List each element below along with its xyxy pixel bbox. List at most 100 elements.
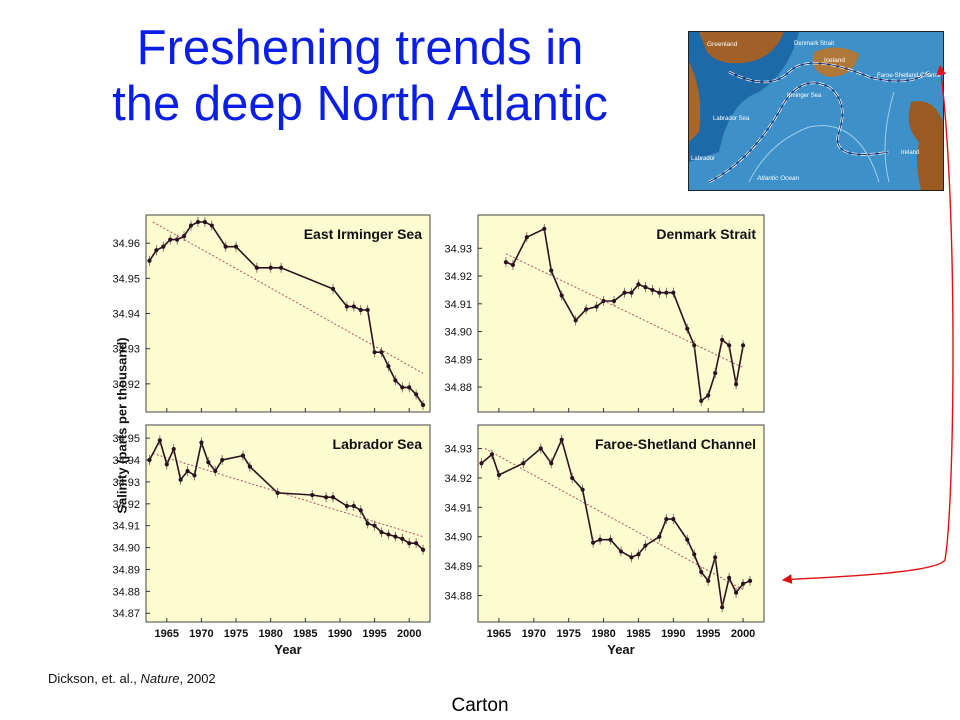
data-point-denmark-strait-5 — [559, 293, 564, 298]
data-point-faroe-shetland-channel-3 — [521, 461, 526, 466]
data-point-denmark-strait-13 — [636, 282, 641, 287]
x-tick-label-faroe-shetland-channel-7: 2000 — [731, 628, 755, 640]
map-label-denmark-strait: Denmark Strait — [794, 41, 834, 47]
author-name: Carton — [451, 695, 509, 716]
x-tick-label-faroe-shetland-channel-4: 1985 — [626, 628, 650, 640]
y-tick-label-labrador-sea-0: 34.95 — [112, 433, 140, 445]
data-point-east-irminger-sea-9 — [209, 223, 214, 228]
data-point-labrador-sea-20 — [365, 521, 370, 526]
series-line-denmark-strait — [505, 227, 744, 403]
panel-title-denmark-strait: Denmark Strait — [656, 226, 756, 242]
x-tick-label-labrador-sea-5: 1990 — [328, 628, 352, 640]
x-axis-title-labrador-sea: Year — [274, 642, 301, 657]
data-point-faroe-shetland-channel-14 — [636, 552, 641, 557]
data-point-east-irminger-sea-3 — [168, 237, 173, 242]
data-point-labrador-sea-28 — [420, 547, 426, 552]
data-point-east-irminger-sea-10 — [223, 244, 228, 249]
citation: Dickson, et. al., Nature, 2002 — [48, 671, 216, 686]
data-point-east-irminger-sea-8 — [202, 219, 207, 225]
map-label-greenland: Greenland — [707, 41, 738, 48]
data-point-denmark-strait-19 — [685, 326, 690, 331]
data-point-denmark-strait-27 — [740, 343, 746, 348]
data-point-labrador-sea-3 — [171, 446, 176, 452]
data-point-labrador-sea-1 — [157, 438, 162, 443]
citation-authors: Dickson, et. al., — [48, 671, 141, 686]
y-tick-label-east-irminger-sea-0: 34.96 — [112, 238, 140, 250]
x-tick-label-labrador-sea-3: 1980 — [258, 628, 282, 640]
citation-journal: Nature — [140, 671, 180, 686]
panel-frame-faroe-shetland-channel — [477, 424, 765, 623]
data-point-labrador-sea-12 — [247, 464, 253, 469]
data-point-labrador-sea-5 — [185, 468, 190, 474]
slide-title: Freshening trends in the deep North Atla… — [40, 20, 680, 132]
data-point-faroe-shetland-channel-20 — [692, 552, 697, 557]
y-tick-label-denmark-strait-5: 34.88 — [444, 382, 472, 394]
data-point-east-irminger-sea-16 — [344, 304, 349, 309]
data-point-denmark-strait-10 — [611, 298, 617, 304]
data-point-denmark-strait-8 — [594, 304, 599, 309]
title-line-2: the deep North Atlantic — [112, 77, 608, 131]
y-tick-label-labrador-sea-8: 34.87 — [112, 608, 140, 620]
data-point-labrador-sea-8 — [206, 460, 211, 465]
data-point-denmark-strait-1 — [510, 262, 515, 268]
data-point-east-irminger-sea-5 — [181, 234, 187, 239]
panel-faroe-shetland-channel: 34.93 34.92 34.91 34.90 34.89 34.88 Faroe-Shet… — [444, 424, 765, 657]
data-point-faroe-shetland-channel-27 — [740, 581, 746, 586]
panel-frame-denmark-strait — [477, 214, 765, 413]
data-point-labrador-sea-7 — [199, 440, 204, 445]
data-point-denmark-strait-22 — [706, 393, 711, 398]
data-point-labrador-sea-11 — [240, 453, 246, 458]
data-point-faroe-shetland-channel-18 — [671, 516, 676, 522]
data-point-denmark-strait-0 — [503, 260, 509, 265]
data-point-east-irminger-sea-20 — [372, 350, 377, 355]
data-point-east-irminger-sea-26 — [414, 392, 419, 397]
data-point-east-irminger-sea-4 — [175, 237, 180, 242]
data-point-faroe-shetland-channel-22 — [706, 578, 711, 583]
panel-title-labrador-sea: Labrador Sea — [333, 436, 423, 452]
data-point-faroe-shetland-channel-4 — [538, 446, 543, 451]
data-point-faroe-shetland-channel-7 — [570, 475, 575, 481]
y-tick-label-denmark-strait-2: 34.91 — [444, 299, 472, 311]
data-point-faroe-shetland-channel-24 — [720, 605, 725, 610]
data-point-labrador-sea-25 — [400, 536, 405, 541]
data-point-faroe-shetland-channel-11 — [608, 537, 613, 542]
data-point-east-irminger-sea-13 — [268, 265, 273, 270]
data-point-faroe-shetland-channel-12 — [618, 549, 624, 554]
data-point-east-irminger-sea-1 — [154, 248, 159, 253]
map-label-labrador-sea: Labrador Sea — [713, 116, 750, 122]
data-point-denmark-strait-3 — [542, 226, 547, 231]
data-point-denmark-strait-23 — [713, 371, 718, 376]
panel-title-faroe-shetland-channel: Faroe-Shetland Channel — [595, 436, 756, 452]
y-tick-label-labrador-sea-4: 34.91 — [112, 521, 140, 533]
data-point-labrador-sea-27 — [414, 541, 419, 546]
data-point-denmark-strait-17 — [664, 290, 669, 295]
x-tick-label-faroe-shetland-channel-2: 1975 — [556, 628, 580, 640]
x-tick-label-faroe-shetland-channel-6: 1995 — [696, 628, 720, 640]
data-point-faroe-shetland-channel-16 — [657, 534, 662, 539]
data-point-denmark-strait-16 — [657, 290, 662, 295]
x-tick-label-labrador-sea-4: 1985 — [293, 628, 317, 640]
data-point-faroe-shetland-channel-0 — [479, 461, 484, 466]
y-tick-label-labrador-sea-6: 34.89 — [112, 564, 140, 576]
data-point-east-irminger-sea-6 — [188, 223, 194, 228]
data-point-east-irminger-sea-23 — [393, 378, 398, 383]
data-point-labrador-sea-16 — [330, 495, 336, 500]
data-point-faroe-shetland-channel-17 — [664, 516, 669, 522]
y-tick-label-labrador-sea-2: 34.93 — [112, 477, 140, 489]
data-point-faroe-shetland-channel-26 — [733, 590, 739, 595]
x-tick-label-labrador-sea-1: 1970 — [189, 628, 213, 640]
data-point-faroe-shetland-channel-9 — [590, 540, 596, 545]
data-point-labrador-sea-9 — [213, 468, 218, 474]
y-tick-label-labrador-sea-3: 34.92 — [112, 499, 140, 511]
data-point-east-irminger-sea-21 — [379, 350, 384, 355]
data-point-faroe-shetland-channel-2 — [496, 472, 502, 478]
data-point-east-irminger-sea-14 — [278, 265, 284, 270]
data-point-faroe-shetland-channel-5 — [549, 461, 554, 466]
data-point-faroe-shetland-channel-10 — [597, 537, 603, 542]
citation-year: , 2002 — [179, 671, 216, 686]
data-point-east-irminger-sea-25 — [407, 385, 412, 390]
x-tick-label-labrador-sea-6: 1995 — [362, 628, 386, 640]
panel-title-east-irminger-sea: East Irminger Sea — [304, 226, 422, 242]
y-tick-label-east-irminger-sea-3: 34.93 — [112, 344, 140, 356]
y-tick-label-labrador-sea-5: 34.90 — [112, 543, 140, 555]
